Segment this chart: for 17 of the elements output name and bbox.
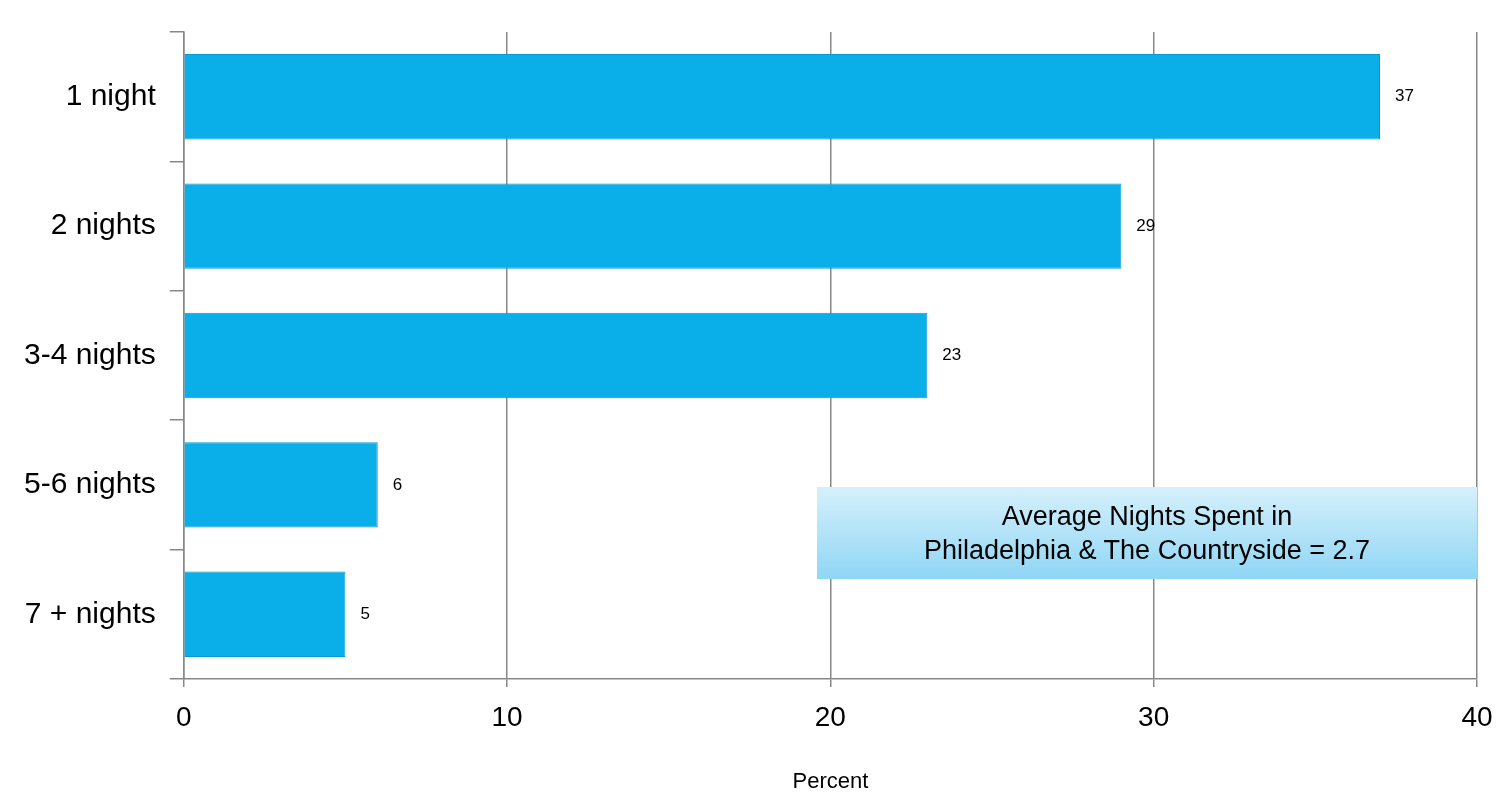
text-box: Average Nights Spent in Philadelphia & The Countryside = 2.7 bbox=[817, 487, 1477, 579]
x-tick-label: 20 bbox=[814, 700, 846, 732]
data-label: 6 bbox=[392, 474, 403, 494]
x-tick-label: 40 bbox=[1461, 700, 1493, 732]
y-tick-label: 2 nights bbox=[50, 207, 156, 241]
data-label: 37 bbox=[1395, 86, 1414, 106]
y-tick-label: 7 + nights bbox=[24, 595, 156, 629]
data-label: 5 bbox=[360, 603, 370, 623]
data-label: 29 bbox=[1136, 215, 1156, 235]
data-label: 23 bbox=[942, 345, 962, 365]
y-tick-label: 5-6 nights bbox=[24, 466, 156, 500]
x-axis-title: Percent bbox=[792, 767, 869, 793]
x-tick-label: 10 bbox=[491, 700, 523, 732]
y-tick-label: 3-4 nights bbox=[24, 336, 156, 370]
x-tick-label: 30 bbox=[1138, 700, 1170, 732]
y-tick-label: 1 night bbox=[65, 77, 157, 111]
x-tick-label: 0 bbox=[175, 700, 192, 732]
